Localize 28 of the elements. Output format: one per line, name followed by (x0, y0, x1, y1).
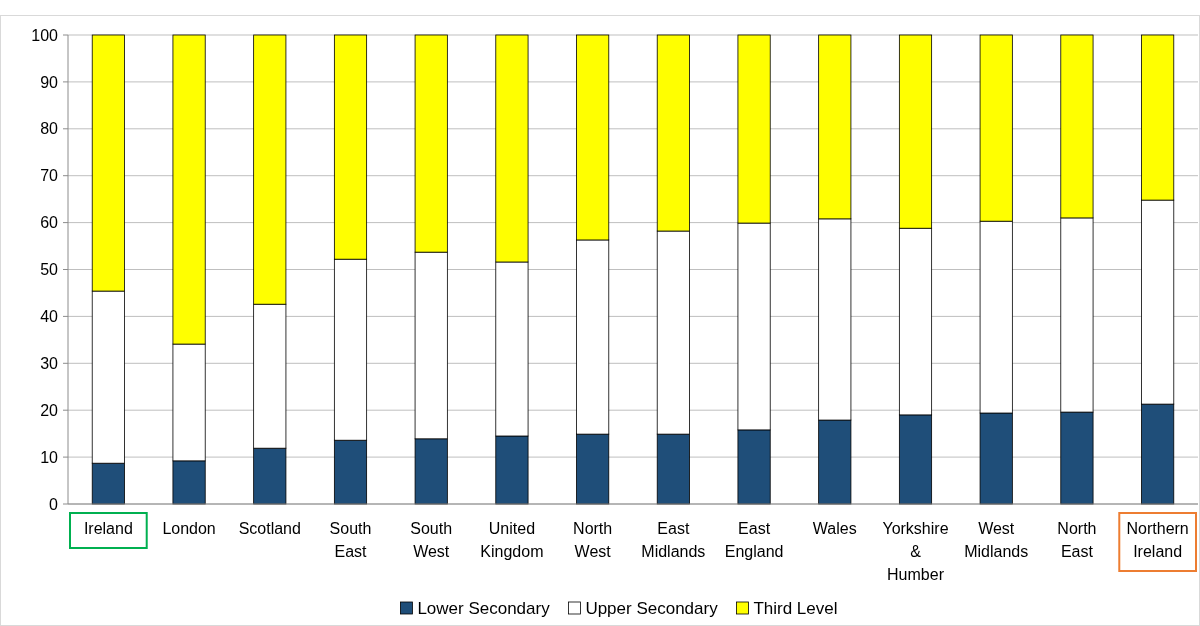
legend-label: Third Level (753, 598, 838, 618)
legend-label: Lower Secondary (417, 598, 551, 618)
x-tick-label: Yorkshire & Humber (882, 520, 949, 583)
x-tick-label: London (162, 520, 216, 537)
x-tick-label: South West (410, 520, 453, 560)
y-tick-label: 100 (31, 26, 59, 44)
x-tick-label: North West (573, 520, 613, 560)
y-tick-label: 0 (49, 495, 59, 513)
x-tick-label: Scotland (238, 520, 301, 537)
x-tick-label: United Kingdom (480, 520, 544, 560)
y-tick-label: 10 (40, 448, 59, 466)
y-tick-label: 80 (40, 120, 59, 138)
y-tick-label: 50 (40, 261, 59, 279)
x-tick-label: East Midlands (641, 520, 706, 560)
y-tick-label: 20 (40, 401, 59, 419)
x-tick-label: Wales (812, 520, 857, 537)
y-tick-label: 40 (40, 308, 59, 325)
x-tick-label: Northern Ireland (1126, 520, 1189, 560)
y-tick-label: 90 (40, 73, 59, 91)
y-tick-label: 70 (40, 167, 59, 185)
y-tick-label: 30 (40, 354, 59, 372)
x-tick-label: Ireland (83, 520, 133, 537)
x-tick-label: South East (329, 520, 372, 560)
x-tick-label: West Midlands (964, 520, 1029, 560)
x-tick-label: East England (724, 520, 784, 560)
x-tick-label: North East (1057, 520, 1097, 560)
legend-label: Upper Secondary (585, 598, 719, 618)
y-tick-label: 60 (40, 214, 59, 232)
